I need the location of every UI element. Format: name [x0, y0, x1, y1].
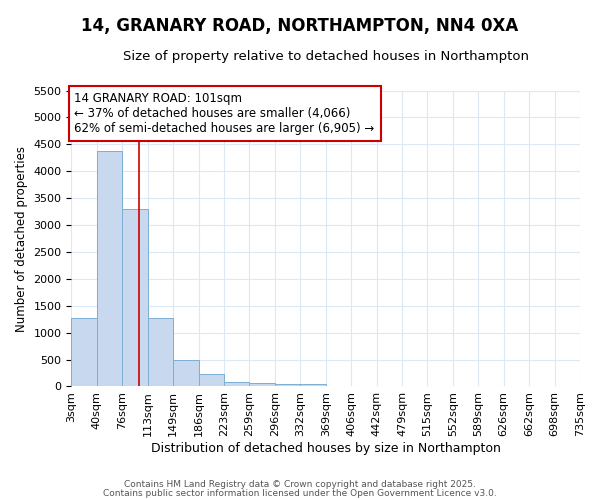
Bar [224, 382, 250, 386]
Bar [173, 360, 199, 386]
Bar [148, 318, 173, 386]
Bar [122, 209, 148, 386]
Text: 14 GRANARY ROAD: 101sqm
← 37% of detached houses are smaller (4,066)
62% of semi: 14 GRANARY ROAD: 101sqm ← 37% of detache… [74, 92, 375, 134]
X-axis label: Distribution of detached houses by size in Northampton: Distribution of detached houses by size … [151, 442, 500, 455]
Bar [97, 151, 122, 386]
Y-axis label: Number of detached properties: Number of detached properties [15, 146, 28, 332]
Bar [199, 374, 224, 386]
Text: Contains HM Land Registry data © Crown copyright and database right 2025.: Contains HM Land Registry data © Crown c… [124, 480, 476, 489]
Text: 14, GRANARY ROAD, NORTHAMPTON, NN4 0XA: 14, GRANARY ROAD, NORTHAMPTON, NN4 0XA [82, 18, 518, 36]
Title: Size of property relative to detached houses in Northampton: Size of property relative to detached ho… [123, 50, 529, 63]
Bar [275, 384, 300, 386]
Bar [71, 318, 97, 386]
Bar [300, 384, 326, 386]
Bar [250, 383, 275, 386]
Text: Contains public sector information licensed under the Open Government Licence v3: Contains public sector information licen… [103, 489, 497, 498]
